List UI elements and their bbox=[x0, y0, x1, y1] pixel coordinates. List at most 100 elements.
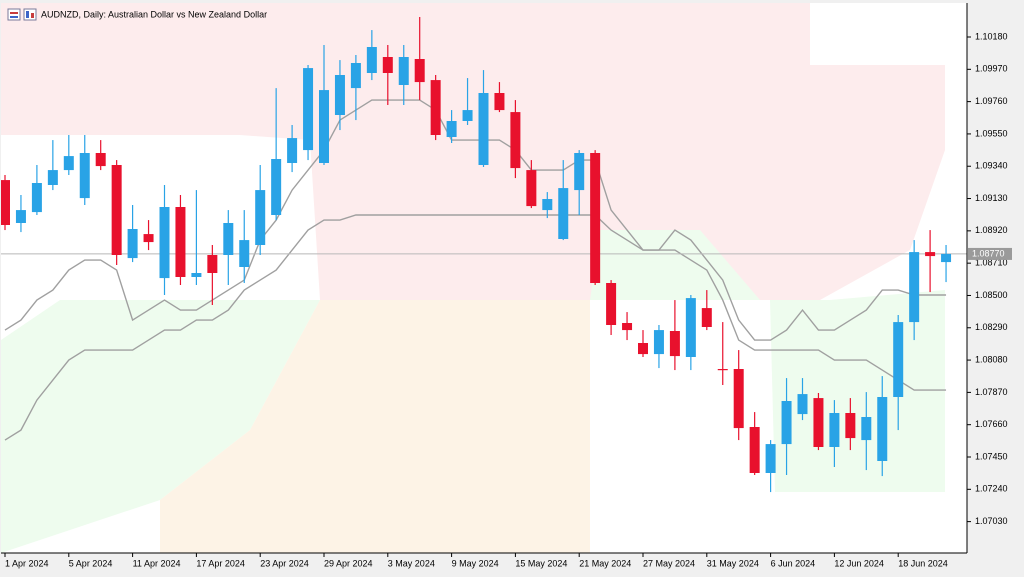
y-tick-label: 1.08710 bbox=[975, 258, 1008, 268]
candle-body bbox=[749, 427, 760, 473]
candle-body bbox=[271, 159, 282, 215]
y-tick-label: 1.07240 bbox=[975, 484, 1008, 494]
candle-body bbox=[478, 93, 489, 165]
y-tick-label: 1.07660 bbox=[975, 419, 1008, 429]
cloud-neutral bbox=[160, 300, 590, 553]
candle-body bbox=[574, 153, 585, 191]
chart-title: AUDNZD, Daily: Australian Dollar vs New … bbox=[41, 9, 267, 19]
candle-body bbox=[909, 252, 920, 323]
candle-body bbox=[287, 138, 298, 163]
candle-body bbox=[829, 413, 840, 447]
y-tick-label: 1.08920 bbox=[975, 225, 1008, 235]
plot-area bbox=[1, 17, 967, 493]
indicator-line bbox=[4, 99, 947, 341]
candle-body bbox=[143, 234, 154, 243]
x-tick-label: 29 Apr 2024 bbox=[324, 558, 373, 568]
candle-body bbox=[398, 57, 409, 85]
candle-body bbox=[893, 322, 904, 397]
icon-part bbox=[10, 16, 18, 18]
candle-body bbox=[701, 308, 712, 327]
x-tick-label: 23 Apr 2024 bbox=[260, 558, 309, 568]
candle-body bbox=[414, 59, 425, 83]
x-tick-label: 1 Apr 2024 bbox=[5, 558, 49, 568]
candle-body bbox=[861, 417, 872, 441]
candle-body bbox=[542, 199, 553, 211]
icon bbox=[7, 8, 21, 21]
icon-part bbox=[10, 12, 18, 14]
y-tick-label: 1.07450 bbox=[975, 451, 1008, 461]
candle-body bbox=[191, 273, 202, 277]
candle-body bbox=[685, 298, 696, 357]
candle-body bbox=[239, 240, 250, 267]
candle-body bbox=[813, 398, 824, 447]
x-tick-label: 9 May 2024 bbox=[452, 558, 499, 568]
y-tick-label: 1.09760 bbox=[975, 96, 1008, 106]
candle-body bbox=[494, 93, 505, 111]
y-tick-label: 1.09340 bbox=[975, 161, 1008, 171]
candle-body bbox=[462, 110, 473, 121]
candle-body bbox=[845, 413, 856, 439]
y-tick-label: 1.08500 bbox=[975, 290, 1008, 300]
candle-body bbox=[303, 68, 314, 151]
candle-body bbox=[95, 153, 106, 167]
y-tick-label: 1.08290 bbox=[975, 322, 1008, 332]
candle-body bbox=[159, 207, 170, 279]
candle-body bbox=[653, 330, 664, 355]
candle-body bbox=[1, 180, 10, 225]
candle-body bbox=[717, 369, 728, 371]
x-tick-label: 27 May 2024 bbox=[643, 558, 695, 568]
candle-body bbox=[877, 397, 888, 461]
cloud-bearish bbox=[1, 3, 945, 300]
candle-body bbox=[733, 369, 744, 429]
candle-body bbox=[430, 80, 441, 135]
candle-body bbox=[765, 444, 776, 473]
symbol-icons bbox=[7, 8, 37, 21]
candle-body bbox=[638, 343, 648, 355]
y-tick-label: 1.09970 bbox=[975, 64, 1008, 74]
candle-body bbox=[669, 331, 680, 357]
x-tick-label: 15 May 2024 bbox=[515, 558, 567, 568]
candle-body bbox=[797, 394, 808, 415]
cloud-bullish bbox=[1, 230, 945, 553]
candle-body bbox=[175, 207, 186, 277]
candle-body bbox=[207, 255, 218, 273]
icon-part bbox=[26, 11, 29, 18]
y-tick-label: 1.07870 bbox=[975, 387, 1008, 397]
candle-body bbox=[334, 75, 345, 115]
candle-body bbox=[446, 121, 457, 137]
candle-body bbox=[111, 165, 122, 255]
candle-body bbox=[15, 210, 26, 223]
candle-body bbox=[127, 229, 138, 259]
candle-body bbox=[606, 283, 617, 325]
candle-body bbox=[781, 401, 792, 445]
candle-body bbox=[79, 153, 90, 199]
candle-body bbox=[941, 253, 952, 263]
y-tick-label: 1.08080 bbox=[975, 354, 1008, 364]
x-tick-label: 18 Jun 2024 bbox=[898, 558, 948, 568]
candle-body bbox=[925, 252, 936, 257]
axes: 1.07030 1.07240 1.07450 1.07660 1.07870 1.080… bbox=[4, 31, 1012, 568]
current-price-label: 1.08770 bbox=[972, 248, 1005, 258]
indicator-line bbox=[4, 214, 947, 441]
candle-body bbox=[382, 57, 393, 73]
icon bbox=[23, 8, 37, 21]
current-price-tag bbox=[968, 247, 1012, 260]
x-tick-label: 11 Apr 2024 bbox=[133, 558, 181, 568]
candle-body bbox=[47, 170, 58, 185]
x-tick-label: 5 Apr 2024 bbox=[69, 558, 113, 568]
x-tick-label: 12 Jun 2024 bbox=[834, 558, 884, 568]
candle-body bbox=[255, 190, 266, 245]
candle-body bbox=[526, 170, 537, 207]
y-tick-label: 1.10180 bbox=[975, 31, 1008, 41]
x-tick-label: 6 Jun 2024 bbox=[771, 558, 816, 568]
candle-body bbox=[350, 63, 361, 89]
candle-body bbox=[63, 156, 74, 171]
y-tick-label: 1.07030 bbox=[975, 516, 1008, 526]
y-tick-label: 1.09550 bbox=[975, 128, 1008, 138]
candle-body bbox=[510, 112, 521, 169]
cloud-shading bbox=[1, 3, 945, 553]
y-tick-label: 1.09130 bbox=[975, 193, 1008, 203]
candle-body bbox=[558, 188, 569, 239]
